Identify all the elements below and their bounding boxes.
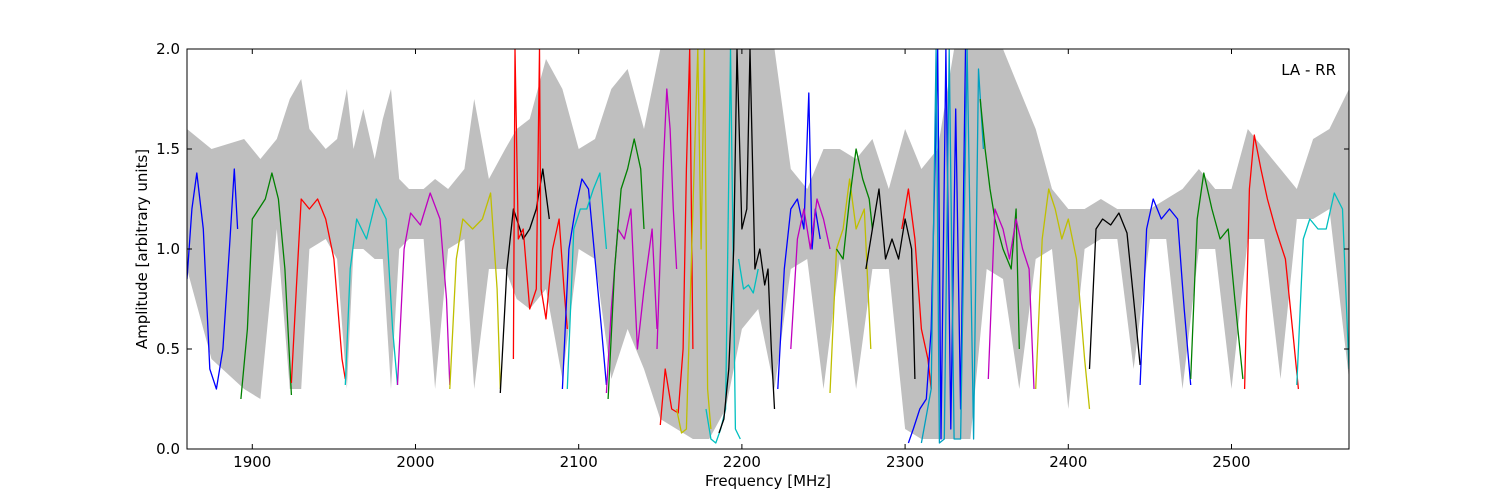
background-envelope [187,49,1349,439]
series-line-28 [987,208,1035,390]
series-line-33 [1243,134,1300,390]
background-envelope-area [187,49,1349,439]
series-line-34 [1296,192,1349,386]
series-line-1 [187,168,239,390]
series-line-4 [344,198,399,386]
x-tick-label: 1900 [233,453,271,471]
y-tick-label: 1.5 [156,140,180,158]
series-line-20 [790,198,831,350]
series-line-26 [920,49,985,444]
series-line-8 [512,49,568,360]
x-tick-label: 2100 [560,453,598,471]
series-line-27 [979,98,1020,350]
series-line-17 [718,49,776,434]
series-line-3 [290,198,346,384]
y-axis-label: Amplitude [arbitrary units] [133,149,151,349]
series-line-2 [240,172,293,400]
y-ticks: 0.0 0.5 1.0 1.5 2.0 [156,40,1349,458]
series-line-15 [675,49,712,434]
series-line-7 [499,168,550,394]
x-tick-label: 2500 [1212,453,1250,471]
series-line-32 [1190,172,1244,380]
y-tick-label: 0.0 [156,440,180,458]
x-tick-label: 2000 [396,453,434,471]
series-line-14 [659,49,694,426]
series-line-16 [705,49,741,444]
chart-annotation: LA - RR [1281,61,1336,79]
series-line-23 [865,188,916,380]
x-tick-label: 2200 [723,453,761,471]
series-line-29 [1035,188,1091,410]
series-layer [187,49,1349,444]
x-axis-label: Frequency [MHz] [705,472,831,490]
y-tick-label: 0.5 [156,340,180,358]
series-line-10 [566,172,608,390]
series-line-22 [835,148,874,260]
x-tick-label: 2400 [1049,453,1087,471]
x-ticks: 1900 2000 2100 2200 2300 2400 2500 [233,49,1251,471]
y-tick-label: 1.0 [156,240,180,258]
x-tick-label: 2300 [886,453,924,471]
series-line-13 [656,88,678,350]
series-line-5 [396,192,451,386]
series-line-30 [1088,212,1141,370]
series-line-31 [1139,198,1192,386]
series-line-18 [737,258,759,294]
series-line-6 [449,192,501,390]
series-line-12 [607,138,645,400]
y-tick-label: 2.0 [156,40,180,58]
series-line-25 [907,49,967,444]
series-line-9 [561,178,608,390]
